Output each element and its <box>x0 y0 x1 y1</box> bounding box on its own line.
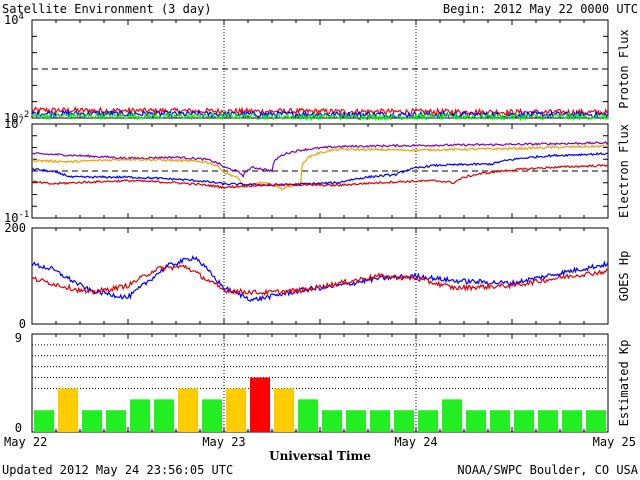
kp-panel: 0 9 Estimated Kp <box>15 331 631 435</box>
kp-bar <box>34 410 54 432</box>
kp-bar <box>58 388 78 432</box>
kp-bar <box>298 399 318 432</box>
x-axis: May 22 May 23 May 24 May 25 <box>4 435 636 449</box>
kp-bar <box>490 410 510 432</box>
chart-title: Satellite Environment (3 day) <box>2 2 212 16</box>
y-tick-label: 9 <box>15 331 22 345</box>
panel-frame <box>31 123 609 219</box>
kp-bar <box>418 410 438 432</box>
kp-bar <box>154 399 174 432</box>
series-line-1 <box>31 144 608 191</box>
y-axis-label: Electron Flux <box>617 124 631 218</box>
begin-date: Begin: 2012 May 22 0000 UTC <box>443 2 638 16</box>
kp-bar <box>442 399 462 432</box>
kp-bar <box>466 410 486 432</box>
kp-bar <box>586 410 606 432</box>
x-axis-label: Universal Time <box>269 449 371 463</box>
x-tick-label: May 22 <box>4 435 47 449</box>
series-line-2 <box>31 111 609 122</box>
series-line-3 <box>31 164 609 190</box>
kp-bar <box>538 410 558 432</box>
kp-bar <box>178 388 198 432</box>
kp-bar <box>106 410 126 432</box>
series-line-0 <box>31 255 609 302</box>
y-tick-label: 107 <box>4 116 24 131</box>
kp-bar <box>346 410 366 432</box>
y-axis-label: Estimated Kp <box>617 340 631 427</box>
kp-bar <box>562 410 582 432</box>
y-axis-label: GOES Hp <box>617 251 631 302</box>
credit: NOAA/SWPC Boulder, CO USA <box>457 463 638 477</box>
kp-bar <box>394 410 414 432</box>
y-tick-label: 200 <box>4 221 26 235</box>
kp-bar <box>250 377 270 432</box>
kp-bar <box>226 388 246 432</box>
updated-time: Updated 2012 May 24 23:56:05 UTC <box>2 463 233 477</box>
x-tick-label: May 25 <box>593 435 636 449</box>
kp-bar <box>130 399 150 432</box>
kp-bar <box>322 410 342 432</box>
series-line-2 <box>31 151 609 187</box>
kp-bar <box>370 410 390 432</box>
kp-bar <box>274 388 294 432</box>
panel-frame <box>31 19 609 119</box>
x-tick-label: May 24 <box>394 435 437 449</box>
y-axis-label: Proton Flux <box>617 29 631 108</box>
kp-bar <box>202 399 222 432</box>
x-tick-label: May 23 <box>202 435 245 449</box>
panel-frame <box>31 227 609 325</box>
y-tick-label: 0 <box>15 421 22 435</box>
series-line-1 <box>31 264 609 297</box>
y-tick-label: 104 <box>4 12 24 27</box>
kp-bar <box>514 410 534 432</box>
goes-hp-panel: 0 200 GOES Hp <box>4 221 631 331</box>
y-tick-label: 0 <box>19 317 26 331</box>
kp-bar <box>82 410 102 432</box>
